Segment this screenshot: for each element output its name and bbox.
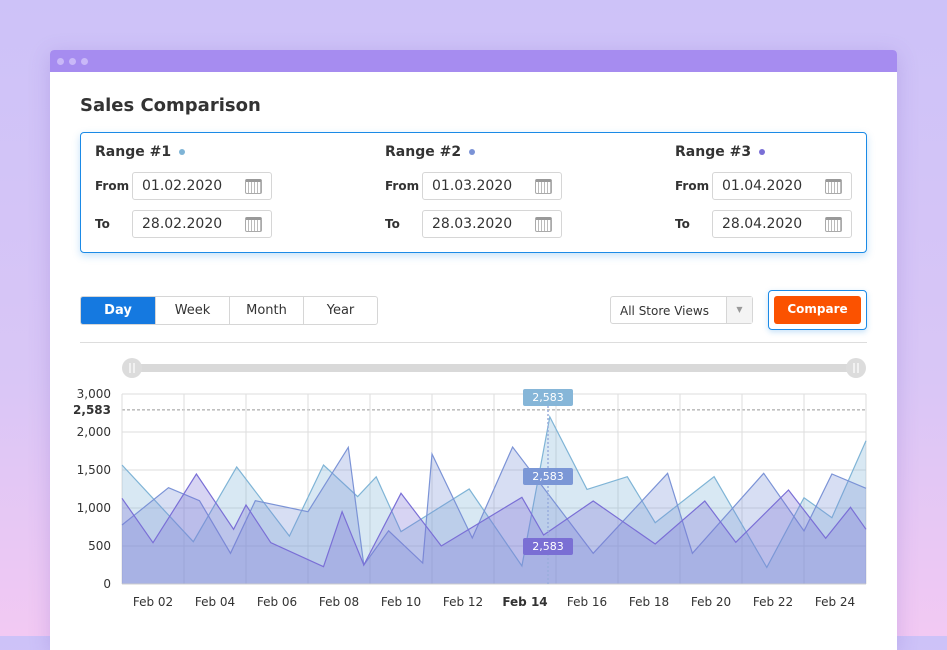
series-area-1 xyxy=(122,416,866,584)
tooltip-range-3: 2,583 xyxy=(523,538,573,555)
y-tick-label: 1,000 xyxy=(77,501,111,515)
x-tick-label: Feb 14 xyxy=(502,595,547,609)
series-area-2 xyxy=(122,447,866,584)
tab-month[interactable]: Month xyxy=(229,297,303,324)
y-tick-label: 3,000 xyxy=(77,387,111,401)
range-3-to-input[interactable]: 28.04.2020 xyxy=(712,210,852,238)
range-title: Range #3 xyxy=(675,144,752,160)
calendar-icon[interactable] xyxy=(825,179,842,194)
period-tabs: Day Week Month Year xyxy=(80,296,378,325)
from-label: From xyxy=(385,179,420,193)
x-tick-label: Feb 08 xyxy=(319,595,359,609)
x-tick-label: Feb 10 xyxy=(381,595,421,609)
range-title: Range #1 xyxy=(95,144,172,160)
calendar-icon[interactable] xyxy=(825,217,842,232)
series-line-1 xyxy=(121,414,867,569)
range-color-dot xyxy=(469,149,476,155)
range-color-dot xyxy=(759,149,766,155)
app-window: Sales Comparison Range #1 From 01.02.202… xyxy=(50,50,897,650)
grip-icon xyxy=(853,363,859,373)
to-label: To xyxy=(95,217,110,231)
calendar-icon[interactable] xyxy=(535,179,552,194)
range-2-to-input[interactable]: 28.03.2020 xyxy=(422,210,562,238)
series-line-2 xyxy=(121,445,867,567)
range-1-from-input[interactable]: 01.02.2020 xyxy=(132,172,272,200)
from-label: From xyxy=(675,179,710,193)
date-ranges-panel: Range #1 From 01.02.2020 To 28.02.2020 R… xyxy=(80,132,867,253)
from-label: From xyxy=(95,179,130,193)
series-area-3 xyxy=(122,474,866,584)
window-dot-icon[interactable] xyxy=(81,57,88,65)
tooltip-range-1: 2,583 xyxy=(523,389,573,406)
x-tick-label: Feb 04 xyxy=(195,595,235,609)
to-label: To xyxy=(385,217,400,231)
store-view-select[interactable]: All Store Views ▼ xyxy=(610,296,753,324)
x-tick-label: Feb 18 xyxy=(629,595,669,609)
y-tick-label: 2,583 xyxy=(73,403,111,417)
compare-button-focus-ring: Compare xyxy=(768,290,867,330)
store-select-value: All Store Views xyxy=(620,304,709,318)
x-tick-label: Feb 12 xyxy=(443,595,483,609)
y-tick-label: 500 xyxy=(88,539,111,553)
range-3-from-input[interactable]: 01.04.2020 xyxy=(712,172,852,200)
tab-week[interactable]: Week xyxy=(155,297,229,324)
tab-year[interactable]: Year xyxy=(303,297,377,324)
x-tick-label: Feb 22 xyxy=(753,595,793,609)
grip-icon xyxy=(129,363,135,373)
range-2-from-input[interactable]: 01.03.2020 xyxy=(422,172,562,200)
y-tick-label: 1,500 xyxy=(77,463,111,477)
range-title: Range #2 xyxy=(385,144,462,160)
calendar-icon[interactable] xyxy=(245,179,262,194)
window-dot-icon[interactable] xyxy=(57,57,64,65)
chevron-down-icon[interactable]: ▼ xyxy=(726,297,752,323)
x-tick-label: Feb 20 xyxy=(691,595,731,609)
calendar-icon[interactable] xyxy=(245,217,262,232)
to-label: To xyxy=(675,217,690,231)
range-1-to-input[interactable]: 28.02.2020 xyxy=(132,210,272,238)
x-tick-label: Feb 02 xyxy=(133,595,173,609)
page-title: Sales Comparison xyxy=(80,95,261,116)
date-value: 01.03.2020 xyxy=(432,178,513,194)
date-value: 28.03.2020 xyxy=(432,216,513,232)
y-tick-label: 0 xyxy=(103,577,111,591)
date-value: 28.02.2020 xyxy=(142,216,223,232)
tab-day[interactable]: Day xyxy=(81,297,155,324)
x-tick-label: Feb 06 xyxy=(257,595,297,609)
y-tick-label: 2,000 xyxy=(77,425,111,439)
x-tick-label: Feb 24 xyxy=(815,595,855,609)
slider-handle[interactable] xyxy=(846,358,866,378)
divider xyxy=(80,342,867,343)
date-value: 01.04.2020 xyxy=(722,178,803,194)
compare-button[interactable]: Compare xyxy=(774,296,861,324)
sales-chart: 0 500 1,000 1,500 2,000 2,583 3,000 Feb 02 Feb 0… xyxy=(73,358,867,609)
tooltip-range-2: 2,583 xyxy=(523,468,573,485)
date-value: 01.02.2020 xyxy=(142,178,223,194)
window-dot-icon[interactable] xyxy=(69,57,76,65)
range-color-dot xyxy=(179,149,186,155)
slider-handle[interactable] xyxy=(122,358,142,378)
date-value: 28.04.2020 xyxy=(722,216,803,232)
series-line-3 xyxy=(121,472,867,568)
calendar-icon[interactable] xyxy=(535,217,552,232)
x-tick-label: Feb 16 xyxy=(567,595,607,609)
range-slider-track xyxy=(132,364,856,372)
title-bar xyxy=(50,50,897,72)
